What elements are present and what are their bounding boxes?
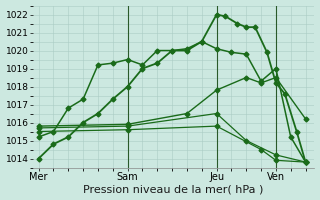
X-axis label: Pression niveau de la mer( hPa ): Pression niveau de la mer( hPa ) xyxy=(84,184,264,194)
